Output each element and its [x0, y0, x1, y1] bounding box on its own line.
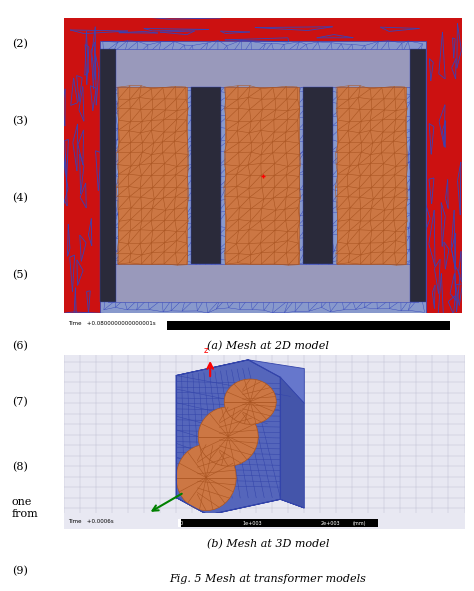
Bar: [64, 313, 462, 334]
Bar: [164, 321, 450, 330]
Text: (7): (7): [12, 397, 27, 407]
Polygon shape: [176, 360, 280, 515]
Text: (b) Mesh at 3D model: (b) Mesh at 3D model: [207, 538, 329, 549]
Bar: [100, 50, 116, 303]
Polygon shape: [280, 377, 304, 508]
Text: (9): (9): [12, 566, 27, 577]
Polygon shape: [176, 444, 236, 511]
Text: (mm): (mm): [352, 521, 366, 525]
Bar: [164, 321, 167, 330]
Polygon shape: [224, 379, 276, 424]
Text: 1e+003: 1e+003: [242, 521, 262, 525]
Bar: [64, 513, 465, 529]
Text: z: z: [204, 346, 209, 355]
Text: Fig. 5 Mesh at transformer models: Fig. 5 Mesh at transformer models: [169, 574, 366, 584]
Bar: [118, 87, 187, 264]
Bar: [303, 87, 333, 264]
Bar: [191, 87, 221, 264]
Text: (5): (5): [12, 269, 27, 280]
Bar: [108, 264, 419, 303]
Bar: [337, 87, 406, 264]
Bar: [100, 41, 426, 313]
Text: Time   +0.0800000000000001s: Time +0.0800000000000001s: [68, 321, 155, 326]
Text: (a) Mesh at 2D model: (a) Mesh at 2D model: [207, 340, 329, 351]
Text: 2e+003: 2e+003: [320, 521, 340, 525]
Bar: [410, 50, 426, 303]
Text: (8): (8): [12, 462, 27, 472]
Text: (2): (2): [12, 39, 27, 50]
Text: one
from: one from: [12, 498, 38, 519]
Polygon shape: [176, 360, 304, 404]
Text: (4): (4): [12, 193, 27, 203]
Bar: [178, 519, 378, 527]
Polygon shape: [198, 407, 258, 466]
Text: (3): (3): [12, 116, 27, 126]
Polygon shape: [176, 498, 304, 515]
Text: Time   +0.0006s: Time +0.0006s: [68, 518, 114, 524]
Bar: [225, 87, 299, 264]
Text: 0: 0: [179, 521, 182, 525]
Bar: [108, 50, 419, 87]
Bar: [178, 519, 181, 527]
Text: (6): (6): [12, 340, 27, 351]
